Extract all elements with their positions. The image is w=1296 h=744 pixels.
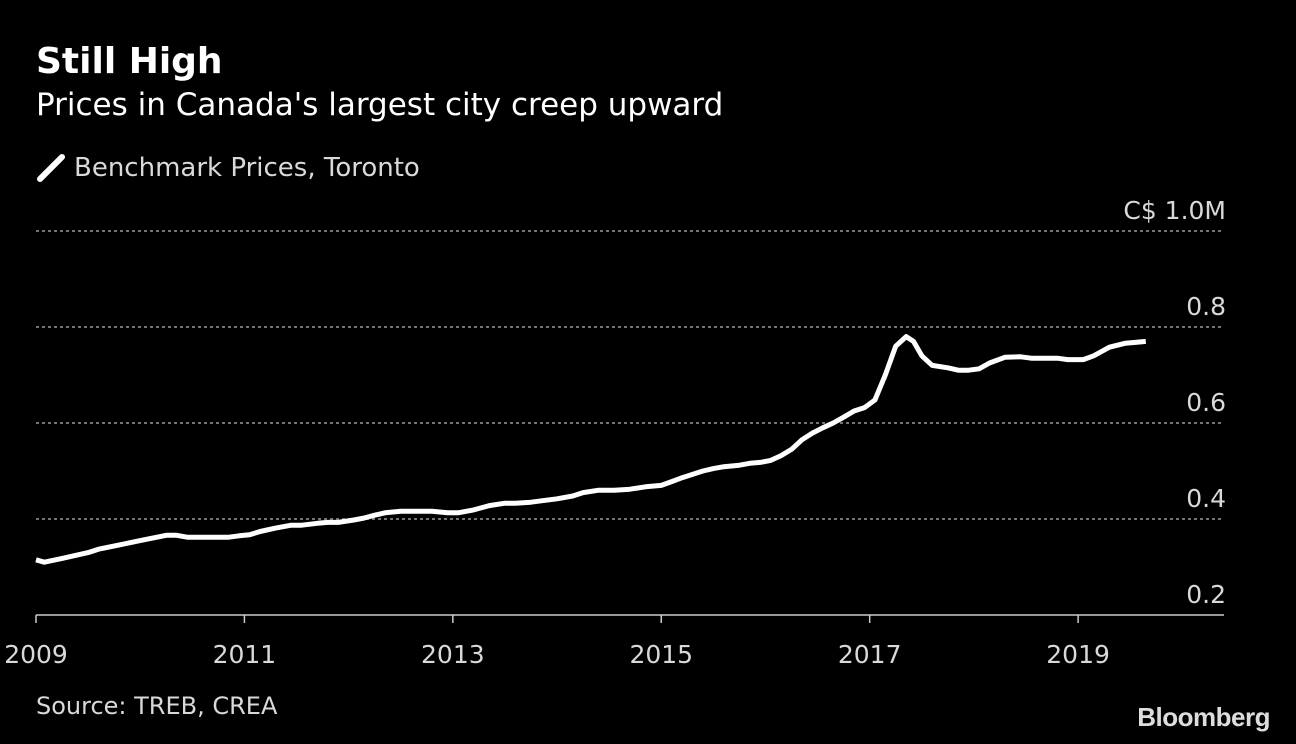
x-tick-label: 2017 [838, 640, 902, 669]
y-tick-label: 0.6 [1186, 388, 1226, 417]
x-tick-label: 2019 [1046, 640, 1110, 669]
x-tick-label: 2013 [421, 640, 485, 669]
x-tick-label: 2011 [213, 640, 277, 669]
legend-line-icon [37, 154, 65, 182]
source-note: Source: TREB, CREA [36, 692, 278, 720]
y-tick-label: 0.8 [1186, 292, 1226, 321]
chart-title: Still High [36, 41, 223, 82]
y-tick-label: C$ 1.0M [1123, 196, 1226, 225]
x-tick-label: 2015 [629, 640, 693, 669]
y-tick-label: 0.4 [1186, 484, 1226, 513]
bloomberg-logo: Bloomberg [1137, 702, 1270, 732]
series-line-benchmark-prices-toronto [35, 334, 1147, 565]
x-tick-label: 2009 [4, 640, 68, 669]
y-tick-label: 0.2 [1186, 580, 1226, 609]
legend: Benchmark Prices, Toronto [36, 150, 420, 186]
legend-label: Benchmark Prices, Toronto [74, 153, 420, 183]
chart-subtitle: Prices in Canada's largest city creep up… [36, 87, 724, 123]
